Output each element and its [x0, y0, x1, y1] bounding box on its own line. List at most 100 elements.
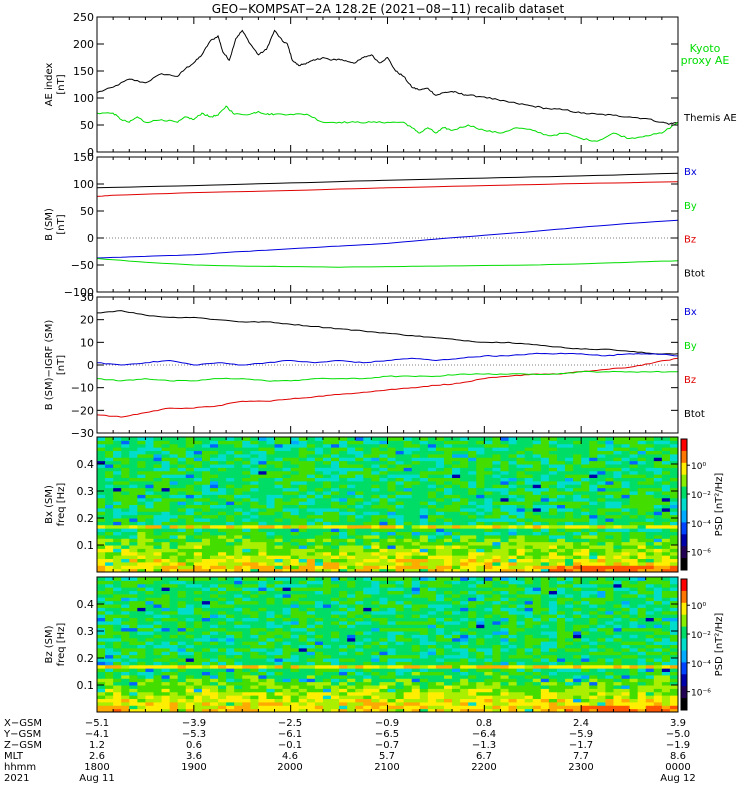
spectrogram-cell	[468, 654, 477, 659]
spectrogram-cell	[540, 491, 550, 495]
spectrogram-cell	[226, 470, 235, 475]
spectrogram-cell	[314, 695, 324, 700]
spectrogram-cell	[476, 651, 485, 656]
spectrogram-cell	[129, 528, 138, 533]
spectrogram-cell	[605, 443, 614, 448]
spectrogram-cell	[161, 453, 171, 458]
spectrogram-cell	[645, 668, 655, 673]
spectrogram-cell	[460, 691, 469, 696]
spectrogram-cell	[363, 453, 372, 458]
spectrogram-cell	[653, 541, 663, 546]
spectrogram-cell	[314, 477, 324, 482]
spectrogram-cell	[621, 447, 631, 452]
spectrogram-cell	[153, 447, 163, 452]
spectrogram-cell	[137, 695, 146, 700]
spectrogram-cell	[581, 671, 590, 676]
spectrogram-cell	[161, 661, 171, 666]
spectrogram-cell	[516, 678, 526, 683]
spectrogram-cell	[581, 561, 590, 566]
spectrogram-cell	[452, 450, 461, 455]
spectrogram-cell	[524, 641, 534, 646]
spectrogram-cell	[298, 528, 308, 533]
spectrogram-cell	[403, 501, 413, 506]
spectrogram-cell	[290, 548, 300, 553]
spectrogram-cell	[97, 528, 106, 533]
spectrogram-cell	[476, 497, 485, 502]
spectrogram-cell	[161, 671, 171, 676]
spectrogram-cell	[371, 524, 380, 529]
spectrogram-cell	[161, 514, 171, 519]
spectrogram-cell	[411, 651, 421, 656]
spectrogram-cell	[347, 658, 356, 662]
spectrogram-cell	[282, 661, 292, 666]
spectrogram-cell	[371, 698, 380, 703]
spectrogram-cell	[371, 497, 380, 502]
spectrogram-cell	[185, 453, 195, 458]
spectrogram-cell	[419, 664, 429, 669]
spectrogram-cell	[113, 634, 122, 639]
spectrogram-cell	[234, 668, 243, 673]
spectrogram-cell	[597, 688, 606, 693]
spectrogram-cell	[298, 658, 308, 662]
spectrogram-cell	[605, 551, 614, 556]
spectrogram-cell	[565, 494, 574, 499]
spectrogram-cell	[258, 637, 267, 642]
spectrogram-cell	[137, 681, 146, 686]
spectrogram-cell	[169, 447, 179, 452]
spectrogram-cell	[548, 634, 558, 639]
spectrogram-cell	[121, 671, 130, 676]
y-tick-label: 100	[73, 178, 94, 191]
spectrogram-cell	[153, 497, 163, 502]
spectrogram-cell	[201, 477, 211, 482]
spectrogram-cell	[226, 531, 235, 536]
spectrogram-cell	[443, 545, 453, 549]
spectrogram-cell	[339, 561, 348, 566]
spectrogram-cell	[540, 681, 550, 686]
spectrogram-cell	[435, 548, 445, 553]
spectrogram-cell	[137, 484, 146, 489]
spectrogram-cell	[597, 518, 606, 522]
spectrogram-cell	[468, 437, 477, 441]
spectrogram-cell	[669, 551, 679, 556]
spectrogram-cell	[637, 541, 647, 546]
spectrogram-cell	[540, 685, 550, 689]
spectrogram-cells	[97, 577, 679, 713]
spectrogram-cell	[524, 551, 534, 556]
spectrogram-cell	[516, 658, 526, 662]
spectrogram-cell	[379, 514, 388, 519]
spectrogram-cell	[169, 443, 179, 448]
series-by-line	[96, 258, 679, 268]
spectrogram-cell	[314, 487, 324, 492]
spectrogram-cell	[621, 541, 631, 546]
spectrogram-cell	[339, 514, 348, 519]
spectrogram-cell	[153, 555, 163, 560]
spectrogram-cell	[153, 637, 163, 642]
spectrogram-cell	[242, 561, 251, 566]
spectrogram-cell	[556, 701, 566, 706]
spectrogram-cell	[282, 474, 292, 479]
spectrogram-cell	[645, 637, 655, 642]
spectrogram-cell	[645, 467, 655, 472]
spectrogram-cell	[443, 674, 453, 679]
spectrogram-cell	[218, 474, 227, 479]
spectrogram-cell	[177, 558, 187, 563]
spectrogram-cell	[516, 708, 526, 713]
spectrogram-cell	[282, 501, 292, 506]
spectrogram-cell	[282, 545, 292, 549]
spectrogram-cell	[218, 698, 227, 703]
spectrogram-cell	[266, 507, 276, 512]
spectrogram-cell	[653, 457, 663, 462]
spectrogram-cell	[629, 511, 639, 516]
spectrogram-cell	[629, 450, 639, 455]
spectrogram-cell	[129, 538, 138, 543]
spectrogram-cell	[153, 634, 163, 639]
spectrogram-cell	[314, 678, 324, 683]
spectrogram-cell	[129, 511, 138, 516]
spectrogram-cell	[484, 555, 493, 560]
spectrogram-cell	[669, 470, 679, 475]
spectrogram-cell	[403, 484, 413, 489]
spectrogram-cell	[508, 654, 518, 659]
spectrogram-cell	[492, 664, 501, 669]
spectrogram-cell	[250, 701, 259, 706]
spectrogram-cell	[484, 531, 493, 536]
